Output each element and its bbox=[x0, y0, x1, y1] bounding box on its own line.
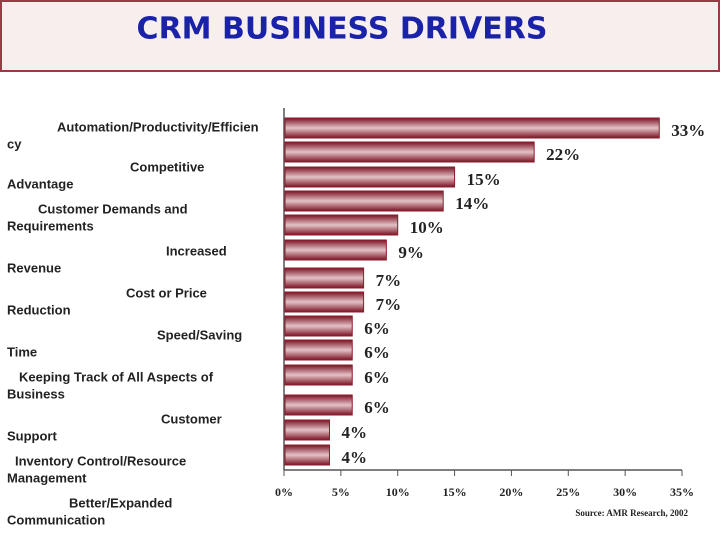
value-label: 4% bbox=[341, 448, 367, 467]
bar bbox=[284, 291, 365, 313]
x-tick-label: 0% bbox=[275, 485, 293, 499]
source-note: Source: AMR Research, 2002 bbox=[575, 508, 688, 518]
title-box bbox=[0, 0, 720, 72]
bar bbox=[284, 267, 365, 289]
value-label: 10% bbox=[410, 218, 444, 237]
category-label: Increased bbox=[166, 243, 227, 258]
bar bbox=[284, 419, 330, 441]
x-tick-label: 35% bbox=[670, 485, 694, 499]
x-tick-label: 20% bbox=[499, 485, 523, 499]
category-label: Advantage bbox=[7, 176, 73, 191]
bar bbox=[284, 141, 535, 163]
bar bbox=[284, 117, 660, 139]
category-label: Inventory Control/Resource bbox=[15, 453, 186, 468]
value-label: 6% bbox=[364, 319, 390, 338]
category-label: Better/Expanded bbox=[69, 495, 172, 510]
category-label: Requirements bbox=[7, 218, 94, 233]
bar bbox=[284, 444, 330, 466]
category-label: Keeping Track of All Aspects of bbox=[19, 369, 214, 384]
category-label: Customer Demands and bbox=[38, 201, 188, 216]
category-label: cy bbox=[7, 136, 22, 151]
bar bbox=[284, 190, 444, 212]
value-label: 9% bbox=[398, 243, 424, 262]
bar bbox=[284, 166, 456, 188]
category-label: Cost or Price bbox=[126, 285, 207, 300]
category-label: Customer bbox=[161, 411, 222, 426]
value-label: 6% bbox=[364, 368, 390, 387]
value-label: 7% bbox=[376, 271, 402, 290]
value-label: 22% bbox=[546, 145, 580, 164]
value-label: 6% bbox=[364, 343, 390, 362]
bar bbox=[284, 239, 387, 261]
bar bbox=[284, 364, 353, 386]
bar bbox=[284, 339, 353, 361]
x-tick-label: 25% bbox=[556, 485, 580, 499]
category-label: Competitive bbox=[130, 159, 204, 174]
value-label: 6% bbox=[364, 398, 390, 417]
category-label: Support bbox=[7, 428, 57, 443]
category-label: Management bbox=[7, 470, 87, 485]
category-label: Communication bbox=[7, 512, 105, 527]
value-label: 4% bbox=[341, 423, 367, 442]
value-label: 14% bbox=[455, 194, 489, 213]
category-label: Automation/Productivity/Efficien bbox=[57, 119, 259, 134]
value-label: 33% bbox=[671, 121, 705, 140]
bar bbox=[284, 214, 399, 236]
category-label: Reduction bbox=[7, 302, 71, 317]
x-tick-label: 15% bbox=[443, 485, 467, 499]
chart-title: CRM BUSINESS DRIVERS bbox=[137, 12, 548, 47]
category-label: Time bbox=[7, 344, 37, 359]
category-label: Revenue bbox=[7, 260, 61, 275]
bar bbox=[284, 394, 353, 416]
bar bbox=[284, 315, 353, 337]
x-tick-label: 10% bbox=[386, 485, 410, 499]
category-label: Business bbox=[7, 386, 65, 401]
x-tick-label: 5% bbox=[332, 485, 350, 499]
value-label: 7% bbox=[376, 295, 402, 314]
category-label: Speed/Saving bbox=[157, 327, 242, 342]
x-tick-label: 30% bbox=[613, 485, 637, 499]
value-label: 15% bbox=[467, 170, 501, 189]
